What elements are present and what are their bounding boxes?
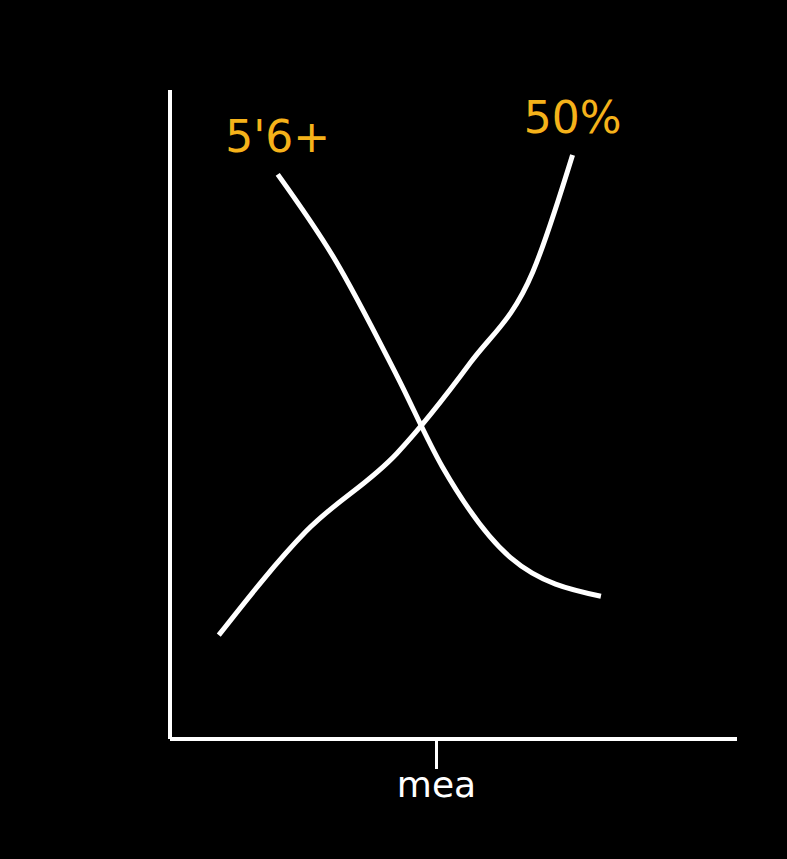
svg-text:mea: mea — [397, 764, 476, 805]
svg-text:50%: 50% — [524, 92, 622, 143]
svg-text:5'6+: 5'6+ — [225, 111, 330, 162]
